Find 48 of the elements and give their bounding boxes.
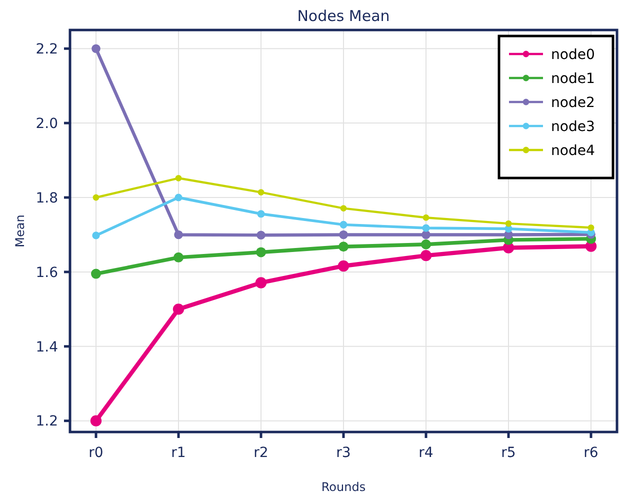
x-tick-label: r1 bbox=[171, 445, 186, 461]
y-tick-label: 1.8 bbox=[36, 190, 58, 206]
point bbox=[256, 247, 266, 258]
x-tick-label: r3 bbox=[336, 445, 351, 461]
point bbox=[92, 44, 100, 54]
x-tick-label: r2 bbox=[254, 445, 268, 461]
point bbox=[174, 194, 182, 202]
y-tick-label: 2.2 bbox=[36, 42, 58, 58]
point bbox=[257, 210, 265, 218]
point bbox=[174, 230, 183, 240]
point bbox=[256, 230, 266, 240]
point bbox=[338, 242, 348, 252]
legend-label: node3 bbox=[551, 118, 595, 135]
x-tick-label: r6 bbox=[584, 445, 598, 461]
point bbox=[339, 230, 348, 240]
point bbox=[174, 252, 184, 262]
legend-label: node1 bbox=[551, 70, 595, 87]
point bbox=[422, 214, 430, 221]
point bbox=[422, 230, 430, 240]
chart-title: Nodes Mean bbox=[297, 7, 390, 25]
point bbox=[588, 224, 594, 231]
x-axis-title: Rounds bbox=[321, 480, 366, 494]
x-tick-label: r0 bbox=[88, 445, 104, 461]
y-tick-label: 2.0 bbox=[36, 116, 58, 132]
point bbox=[172, 304, 184, 315]
point bbox=[92, 194, 100, 201]
point bbox=[258, 189, 264, 196]
point bbox=[90, 415, 102, 426]
y-tick-label: 1.6 bbox=[36, 264, 58, 281]
legend-label: node4 bbox=[551, 142, 595, 159]
point bbox=[175, 174, 182, 182]
x-tick-label: r5 bbox=[501, 445, 516, 461]
point bbox=[421, 239, 431, 250]
point bbox=[340, 220, 348, 228]
point bbox=[338, 260, 350, 272]
legend-label: node0 bbox=[551, 46, 595, 63]
y-tick-label: 1.4 bbox=[36, 339, 58, 356]
point bbox=[340, 205, 347, 212]
y-axis-title: Mean bbox=[13, 214, 27, 248]
point bbox=[420, 250, 432, 262]
point bbox=[505, 220, 512, 227]
point bbox=[91, 268, 101, 279]
point bbox=[92, 232, 100, 240]
point bbox=[255, 277, 267, 288]
y-tick-label: 1.2 bbox=[36, 414, 58, 430]
point bbox=[422, 224, 430, 232]
x-tick-label: r4 bbox=[418, 445, 434, 461]
legend-label: node2 bbox=[551, 94, 595, 111]
